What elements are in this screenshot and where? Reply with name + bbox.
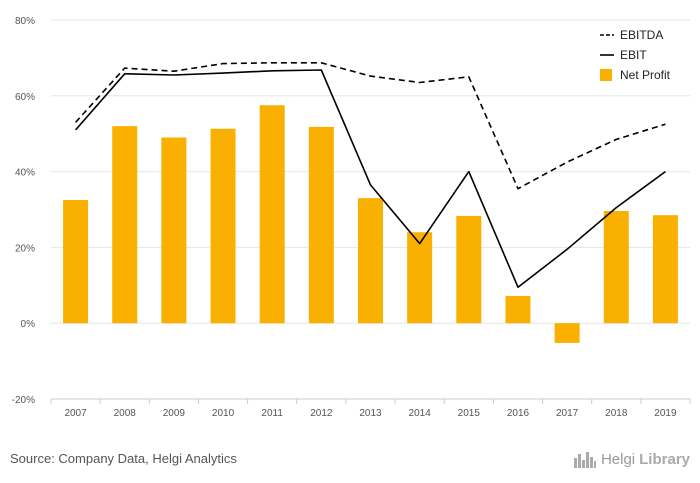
y-tick-label: 20% [15,243,35,254]
net-profit-bar [505,295,531,324]
y-tick-label: 80% [15,16,35,27]
x-tick-label: 2008 [114,408,137,419]
legend: EBITDA EBIT Net Profit [600,28,671,82]
net-profit-bar [259,105,285,324]
series-lines [74,61,666,289]
y-tick-label: 60% [15,92,35,103]
net-profit-bar [112,126,138,324]
x-tick-label: 2013 [359,408,382,419]
city-skyline-icon [573,452,596,468]
x-tick-label: 2016 [507,408,530,419]
source-note: Source: Company Data, Helgi Analytics [10,451,237,466]
net-profit-bar [358,198,383,324]
net-profit-bar [210,128,236,324]
x-tick-label: 2010 [212,408,235,419]
ebit-line [74,69,666,289]
y-tick-label: 40% [15,168,35,179]
y-axis-ticks: 80% 60% 40% 20% 0% -20% [12,16,35,406]
net-profit-bar [161,137,187,324]
x-tick-label: 2007 [64,408,87,419]
net-profit-bar [456,215,482,324]
net-profit-bars [63,105,678,343]
legend-label: EBITDA [620,28,663,42]
y-tick-label: -20% [12,395,35,406]
legend-label: EBIT [620,48,647,62]
chart: 80%60%40%20%0%-20% 2007 2008 2009 2010 2011 2… [12,16,691,419]
x-tick-label: 2019 [654,408,677,419]
x-tick-label: 2015 [458,408,481,419]
x-tick-label: 2009 [163,408,186,419]
net-profit-bar [554,323,580,343]
net-profit-bar [63,200,89,324]
x-tick-label: 2018 [605,408,628,419]
brand-logo: Helgi Library [573,450,690,468]
net-profit-bar [603,211,629,324]
brand-suffix: Library [639,450,690,468]
ebitda-line [75,61,666,190]
net-profit-bar [407,232,433,324]
x-tick-label: 2011 [261,408,283,419]
y-tick-label: 0% [21,319,36,330]
net-profit-bar [652,215,678,324]
net-profit-bar [308,126,334,324]
x-axis: 2007 2008 2009 2010 2011 2012 2013 2014 2015 2016… [50,398,691,419]
legend-label: Net Profit [620,68,671,82]
x-tick-label: 2014 [409,408,432,419]
brand-name: Helgi [600,450,636,468]
x-tick-label: 2017 [556,408,579,419]
x-tick-label: 2012 [310,408,333,419]
legend-swatch-bar [600,69,612,81]
